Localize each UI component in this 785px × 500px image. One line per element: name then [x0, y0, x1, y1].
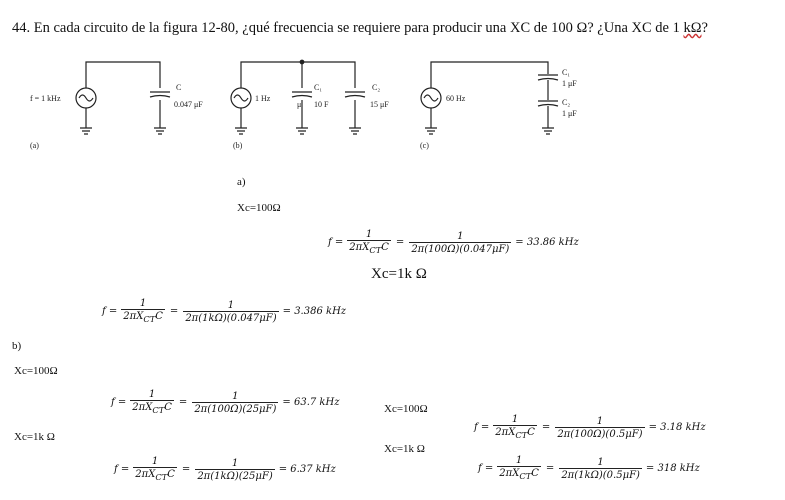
question-prefix: 44. En cada circuito de la figura 12-80,… [12, 20, 684, 36]
circuit-c-source-label: 60 Hz [446, 94, 466, 103]
formula-a-1k: f = 1 2πXCTC = 1 2π(1kΩ)(0.047μF) = 3.386 … [102, 298, 347, 324]
formula-numerator: 1 [231, 457, 239, 469]
circuit-a-label: (a) [30, 141, 39, 150]
formula-denominator: 2π(1kΩ)(0.5μF) [559, 467, 642, 481]
formula-denominator: 2π(100Ω)(0.5μF) [555, 426, 645, 440]
question-text: 44. En cada circuito de la figura 12-80,… [12, 20, 708, 37]
formula-numerator: 1 [457, 230, 464, 242]
ac-source-icon [420, 87, 442, 109]
formula-result: = 318 kHz [645, 463, 700, 474]
formula-lhs: f = [478, 463, 494, 474]
formula-result: = 63.7 kHz [282, 397, 340, 408]
part-c-xc100: Xc=100Ω [384, 403, 428, 415]
formula-denominator-c: C [381, 242, 389, 253]
circuit-c-label: (c) [420, 141, 429, 150]
formula-result: = 6.37 kHz [278, 464, 336, 475]
part-b-label: b) [12, 340, 22, 352]
formula-denominator: 2π(1kΩ)(25μF) [195, 468, 275, 482]
circuit-b-label: (b) [233, 141, 243, 150]
formula-b-100: f = 1 2πXCTC = 1 2π(100Ω)(25μF) = 63.7 kHz [111, 389, 340, 415]
formula-c-1k: f = 1 2πXCTC = 1 2π(1kΩ)(0.5μF) = 318 kHz [478, 455, 700, 481]
formula-numerator: 1 [139, 298, 147, 309]
circuit-figure: f = 1 kHz C 0.047 μF (a) 1 Hz C₁ μ 10 F … [30, 59, 577, 150]
question-underlined: kΩ [683, 20, 702, 36]
circuit-a-source-label: f = 1 kHz [30, 94, 61, 103]
formula-lhs: f = [102, 306, 118, 317]
formula-lhs: f = [111, 397, 127, 408]
formula-denominator: 2πX [499, 468, 520, 479]
formula-subscript: CT [515, 430, 528, 440]
formula-numerator: 1 [365, 229, 373, 240]
formula-denominator: 2πX [495, 427, 516, 438]
part-b-xc1k: Xc=1k Ω [14, 431, 55, 443]
formula-numerator: 1 [227, 299, 235, 311]
circuit-c-c2-name: C₂ [562, 98, 570, 107]
formula-subscript: CT [369, 245, 382, 255]
ac-source-icon [75, 87, 97, 109]
formula-c-100: f = 1 2πXCTC = 1 2π(100Ω)(0.5μF) = 3.18 kH… [474, 414, 706, 440]
part-a-xc1k: Xc=1k Ω [371, 266, 427, 282]
circuit-b-c1-value: 10 F [314, 100, 329, 109]
formula-denominator-c: C [167, 469, 175, 480]
circuit-b-c1-mu: μ [297, 100, 301, 109]
circuit-b-c1-name: C₁ [314, 83, 322, 92]
formula-result: = 3.386 kHz [282, 306, 347, 317]
part-a-label: a) [237, 176, 246, 188]
formula-denominator: 2πX [135, 469, 156, 480]
formula-numerator: 1 [151, 456, 159, 467]
formula-numerator: 1 [232, 390, 239, 402]
formula-lhs: f = [328, 237, 344, 248]
formula-denominator: 2π(100Ω)(0.047μF) [409, 241, 512, 255]
formula-subscript: CT [519, 471, 532, 481]
circuit-b-source-label: 1 Hz [255, 94, 271, 103]
circuit-a-cap-value: 0.047 μF [174, 100, 203, 109]
ac-source-icon [230, 87, 252, 109]
formula-lhs: f = [474, 422, 490, 433]
formula-denominator: 2πX [349, 242, 370, 253]
formula-denominator-c: C [531, 468, 539, 479]
formula-subscript: CT [143, 314, 156, 324]
part-a-xc100: Xc=100Ω [237, 202, 281, 214]
formula-a-100: f = 1 2πXCTC = 1 2π(100Ω)(0.047μF) = 33.86… [328, 229, 579, 255]
circuit-b-c2-name: C₂ [372, 83, 380, 92]
circuit-a [75, 61, 171, 135]
formula-numerator: 1 [148, 389, 156, 400]
formula-result: = 33.86 kHz [515, 237, 579, 248]
formula-b-1k: f = 1 2πXCTC = 1 2π(1kΩ)(25μF) = 6.37 kHz [114, 456, 336, 482]
formula-result: = 3.18 kHz [648, 422, 706, 433]
circuit-c-c2-value: 1 μF [562, 109, 577, 118]
circuit-a-cap-name: C [176, 83, 181, 92]
formula-denominator: 2π(1kΩ)(0.047μF) [183, 310, 279, 324]
circuit-c [420, 61, 559, 135]
formula-denominator: 2π(100Ω)(25μF) [192, 401, 279, 415]
formula-lhs: f = [114, 464, 130, 475]
part-b-xc100: Xc=100Ω [14, 365, 58, 377]
formula-denominator-c: C [527, 427, 535, 438]
circuit-b-c2-value: 15 μF [370, 100, 389, 109]
formula-subscript: CT [155, 472, 168, 482]
formula-numerator: 1 [597, 456, 604, 468]
part-c-xc1k: Xc=1k Ω [384, 443, 425, 455]
circuit-b [230, 59, 366, 135]
formula-numerator: 1 [596, 415, 604, 427]
question-suffix: ? [701, 20, 708, 36]
formula-denominator: 2πX [123, 311, 144, 322]
circuit-c-c1-name: C₁ [562, 68, 570, 77]
formula-subscript: CT [152, 405, 165, 415]
circuit-c-c1-value: 1 μF [562, 79, 577, 88]
formula-numerator: 1 [515, 455, 523, 466]
formula-denominator: 2πX [132, 402, 153, 413]
formula-denominator-c: C [155, 311, 163, 322]
formula-denominator-c: C [164, 402, 172, 413]
formula-numerator: 1 [511, 414, 519, 425]
